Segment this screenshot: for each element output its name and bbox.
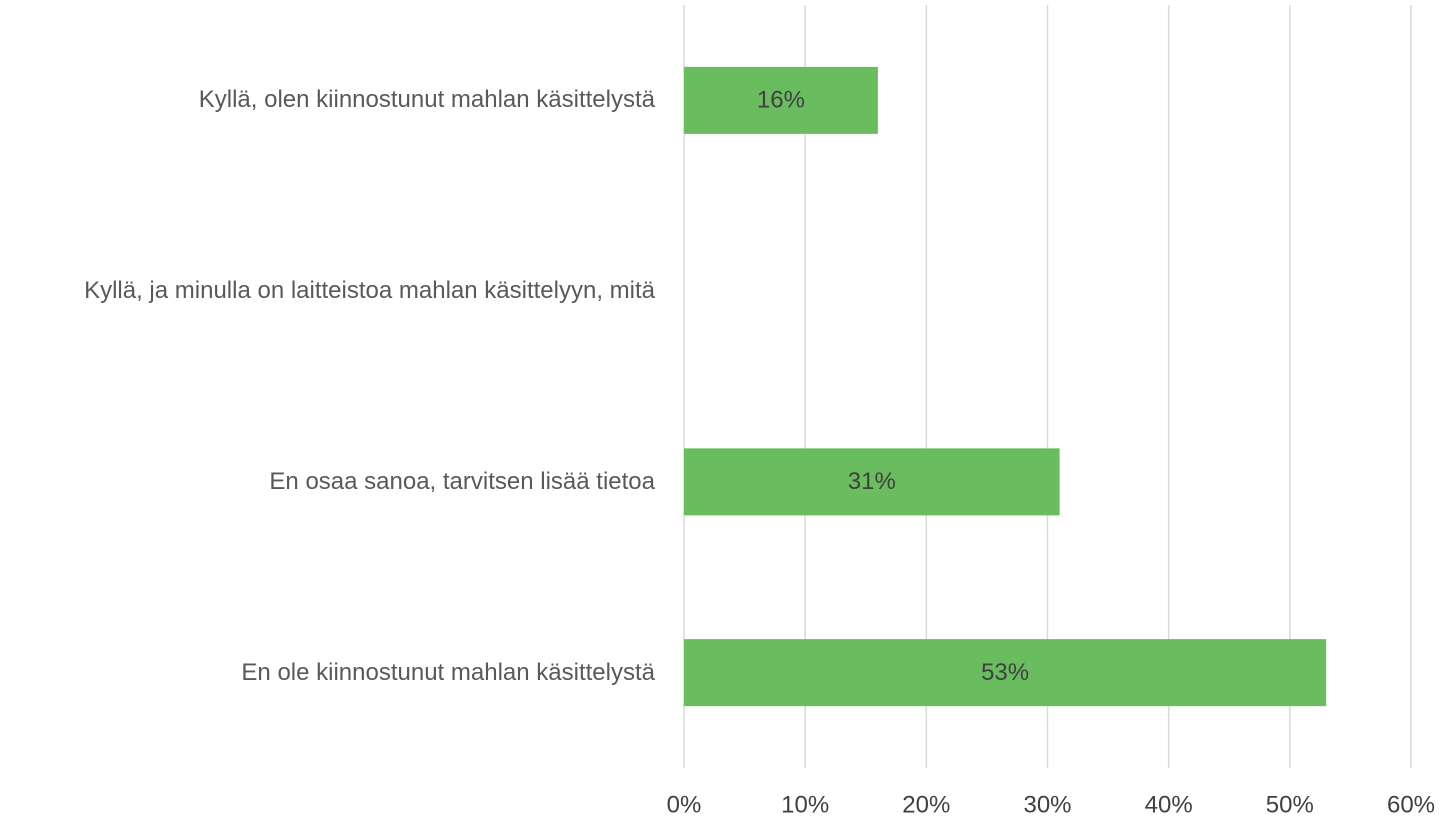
x-tick-label: 30% bbox=[1023, 791, 1071, 818]
x-tick-label: 10% bbox=[781, 791, 829, 818]
x-tick-label: 60% bbox=[1387, 791, 1435, 818]
y-tick-label-box: Kyllä, olen kiinnostunut mahlan käsittel… bbox=[5, 83, 655, 117]
y-tick-label-box: En ole kiinnostunut mahlan käsittelystä bbox=[5, 656, 655, 690]
x-tick-label: 40% bbox=[1145, 791, 1193, 818]
y-tick-label-box: En osaa sanoa, tarvitsen lisää tietoa bbox=[5, 465, 655, 499]
x-tick-label: 20% bbox=[902, 791, 950, 818]
y-tick-label: Kyllä, olen kiinnostunut mahlan käsittel… bbox=[198, 86, 655, 114]
y-tick-label-box: Kyllä, ja minulla on laitteistoa mahlan … bbox=[5, 274, 655, 308]
y-tick-label: En ole kiinnostunut mahlan käsittelystä bbox=[241, 658, 655, 686]
x-tick-label: 50% bbox=[1266, 791, 1314, 818]
y-tick-label: Kyllä, ja minulla on laitteistoa mahlan … bbox=[84, 277, 655, 305]
data-label: 16% bbox=[757, 87, 805, 114]
bar bbox=[684, 448, 1060, 516]
data-label: 31% bbox=[848, 468, 896, 495]
x-tick-label: 0% bbox=[667, 791, 702, 818]
data-label: 53% bbox=[981, 659, 1029, 686]
bar bbox=[684, 639, 1327, 707]
y-tick-label: En osaa sanoa, tarvitsen lisää tietoa bbox=[269, 467, 655, 495]
bar bbox=[684, 66, 878, 134]
